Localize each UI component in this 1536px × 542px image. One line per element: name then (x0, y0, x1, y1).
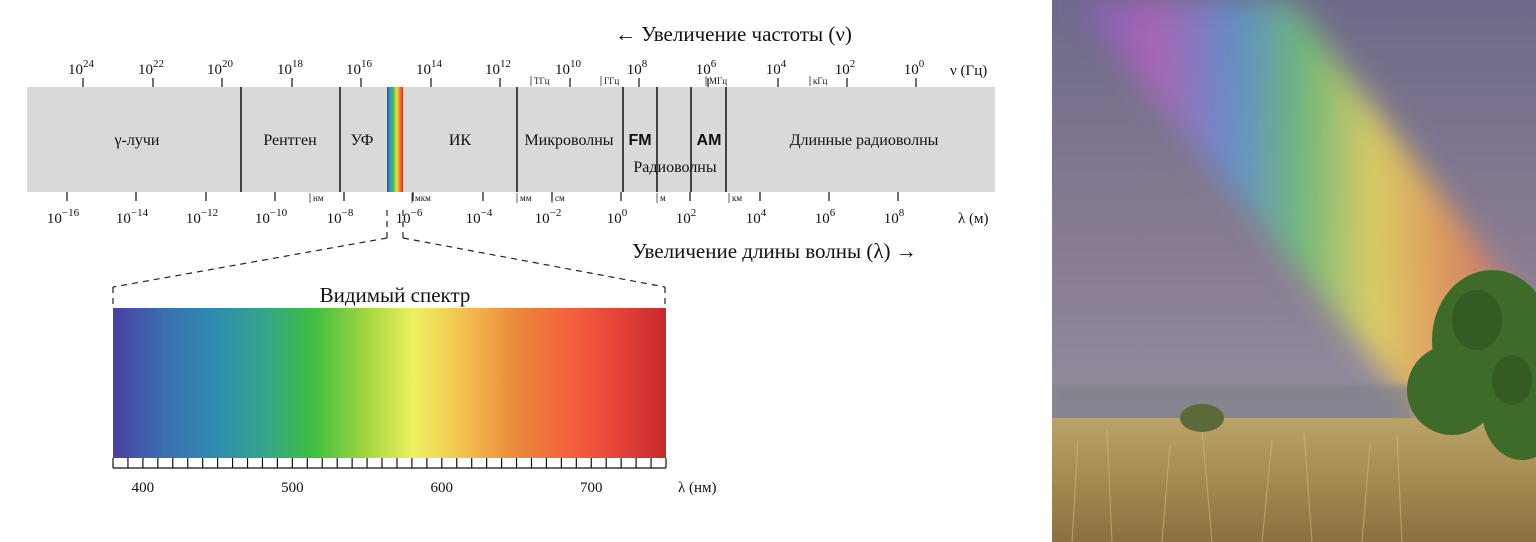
band-fm: FM (628, 132, 651, 149)
visible-ruler-labels: 400 500 600 700 (132, 480, 603, 496)
wavelength-unit-mark: м (660, 193, 666, 203)
wavelength-unit-mark: мм (520, 193, 532, 203)
wavelength-tick-label: 10−10 (255, 207, 288, 227)
frequency-direction-label: ← Увеличение частоты (ν) (615, 22, 852, 46)
wavelength-tick-label: 10−6 (396, 207, 423, 227)
wavelength-tick-label: 10−4 (466, 207, 493, 227)
frequency-tick-label: 1024 (68, 58, 95, 78)
wavelength-ticks: 10−16 10−14 10−12 10−10 10−8 10−6 10−4 10−2 100 1… (47, 192, 905, 227)
frequency-tick-label: 104 (766, 58, 787, 78)
wavelength-unit-mark: мкм (415, 193, 431, 203)
band-long-radio: Длинные радиоволны (790, 132, 939, 149)
frequency-tick-label: 1012 (485, 58, 511, 78)
wavelength-tick-label: 102 (676, 207, 697, 227)
zoom-lines (112, 210, 666, 305)
frequency-tick-label: 1014 (416, 58, 443, 78)
wavelength-unit-label: λ (м) (958, 211, 989, 227)
wavelength-tick-label: 10−12 (186, 207, 218, 227)
wavelength-tick-label: 10−14 (116, 207, 149, 227)
frequency-unit-mark: МГц (709, 76, 727, 86)
wavelength-direction-label: Увеличение длины волны (λ) → (632, 239, 917, 263)
wavelength-tick-label: 10−2 (535, 207, 562, 227)
band-ir: ИК (449, 132, 472, 149)
wavelength-tick-label: 10−16 (47, 207, 80, 227)
visible-ruler (112, 458, 667, 469)
wavelength-unit-marks: нм мкм мм см м км (309, 193, 742, 203)
rainbow-photo (1052, 0, 1536, 542)
band-gamma: γ-лучи (114, 132, 160, 149)
frequency-unit-mark: ГГц (604, 76, 619, 86)
frequency-tick-label: 1022 (138, 58, 164, 78)
wavelength-tick-label: 108 (884, 207, 905, 227)
frequency-tick-label: 106 (696, 58, 717, 78)
band-xray: Рентген (263, 132, 317, 149)
wavelength-tick-label: 10−8 (327, 207, 354, 227)
visible-tick-label: 700 (580, 480, 603, 496)
wavelength-unit-mark: км (732, 193, 742, 203)
visible-unit-label: λ (нм) (678, 480, 717, 496)
visible-strip (387, 87, 403, 192)
band-microwave: Микроволны (524, 132, 613, 149)
frequency-tick-label: 1020 (207, 58, 234, 78)
frequency-tick-label: 102 (835, 58, 856, 78)
visible-spectrum-title: Видимый спектр (320, 283, 471, 307)
visible-tick-label: 400 (132, 480, 155, 496)
visible-spectrum-gradient (113, 308, 666, 458)
frequency-tick-label: 1018 (277, 58, 304, 78)
wavelength-unit-mark: см (555, 193, 565, 203)
band-uv: УФ (351, 132, 374, 149)
band-am: AM (697, 132, 722, 149)
band-radio: Радиоволны (633, 159, 716, 176)
frequency-unit-label: ν (Гц) (950, 63, 987, 79)
electromagnetic-spectrum-diagram: ← Увеличение частоты (ν) 1024 1022 1020 101… (27, 22, 995, 496)
spectrum-band (27, 87, 995, 192)
wavelength-tick-label: 104 (746, 207, 767, 227)
wavelength-tick-label: 100 (607, 207, 628, 227)
wavelength-unit-mark: нм (313, 193, 324, 203)
frequency-unit-mark: кГц (813, 76, 828, 86)
band-dividers (240, 87, 727, 192)
rainbow-photo-image (1052, 0, 1536, 542)
frequency-tick-label: 1016 (346, 58, 373, 78)
frequency-ticks: 1024 1022 1020 1018 1016 1014 1012 1010 108 106 10… (68, 58, 925, 87)
frequency-unit-mark: ТГц (534, 76, 550, 86)
visible-tick-label: 600 (431, 480, 454, 496)
frequency-tick-label: 1010 (555, 58, 582, 78)
frequency-unit-marks: ТГц ГГц МГц кГц (530, 76, 828, 86)
frequency-tick-label: 108 (627, 58, 648, 78)
frequency-tick-label: 100 (904, 58, 925, 78)
wavelength-tick-label: 106 (815, 207, 836, 227)
visible-tick-label: 500 (281, 480, 304, 496)
